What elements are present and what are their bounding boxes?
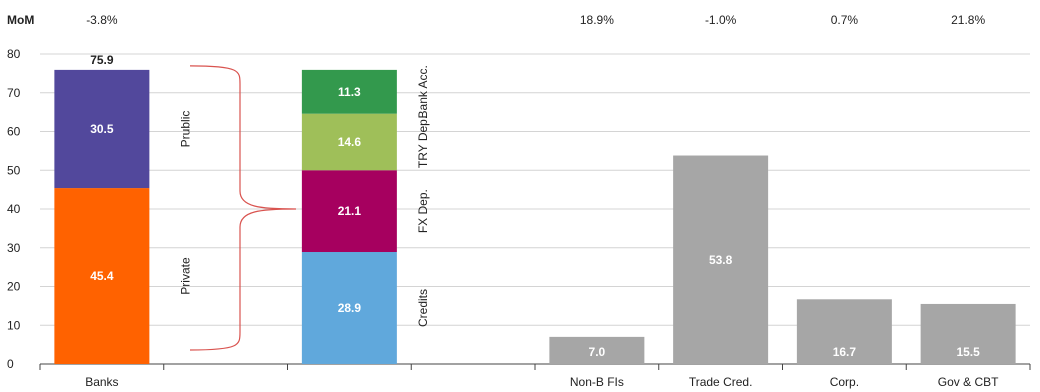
y-tick-label: 50 <box>7 163 21 177</box>
x-category-label: Corp. <box>830 375 859 389</box>
total-label: 75.9 <box>90 53 114 67</box>
series-label: Prublic <box>178 111 192 148</box>
series-label: Private <box>178 257 192 295</box>
y-tick-label: 10 <box>7 318 21 332</box>
data-label: 14.6 <box>338 135 362 149</box>
mom-value: 0.7% <box>831 13 859 27</box>
mom-value: 21.8% <box>951 13 985 27</box>
data-label: 21.1 <box>338 204 362 218</box>
bar-breakdown-segment <box>301 252 397 364</box>
x-category-label: Non-B FIs <box>570 375 624 389</box>
data-label: 53.8 <box>709 253 733 267</box>
x-category-label: Trade Cred. <box>689 375 753 389</box>
series-label: Bank Acc. <box>416 65 430 118</box>
mom-value: -1.0% <box>705 13 737 27</box>
y-tick-label: 30 <box>7 241 21 255</box>
data-label: 16.7 <box>833 345 857 359</box>
series-label: TRY Dep. <box>416 116 430 168</box>
mom-value: -3.8% <box>86 13 118 27</box>
bar-breakdown-segment <box>301 113 397 171</box>
x-category-label: Gov & CBT <box>938 375 999 389</box>
data-label: 28.9 <box>338 301 362 315</box>
data-label: 45.4 <box>90 269 114 283</box>
y-tick-label: 80 <box>7 47 21 61</box>
y-tick-label: 70 <box>7 86 21 100</box>
data-label: 11.3 <box>338 85 361 99</box>
bar-corp- <box>796 299 892 364</box>
y-tick-label: 20 <box>7 280 21 294</box>
x-category-label: Banks <box>85 375 118 389</box>
mom-label: MoM <box>7 13 34 27</box>
bar-non-b-fis <box>549 336 645 364</box>
bar-trade-cred- <box>673 155 769 364</box>
y-tick-label: 60 <box>7 125 21 139</box>
bar-breakdown-segment <box>301 170 397 253</box>
data-label: 15.5 <box>956 345 980 359</box>
mom-value: 18.9% <box>580 13 614 27</box>
bar-gov-cbt <box>920 303 1016 364</box>
bar-banks-prublic <box>54 69 150 189</box>
brace-connector <box>189 65 297 351</box>
data-label: 7.0 <box>589 345 606 359</box>
y-tick-label: 40 <box>7 202 21 216</box>
series-label: Credits <box>416 289 430 327</box>
data-label: 30.5 <box>90 122 114 136</box>
bar-banks-private <box>54 188 150 364</box>
bar-breakdown-segment <box>301 69 397 114</box>
y-tick-label: 0 <box>7 357 14 371</box>
series-label: FX Dep. <box>416 189 430 233</box>
